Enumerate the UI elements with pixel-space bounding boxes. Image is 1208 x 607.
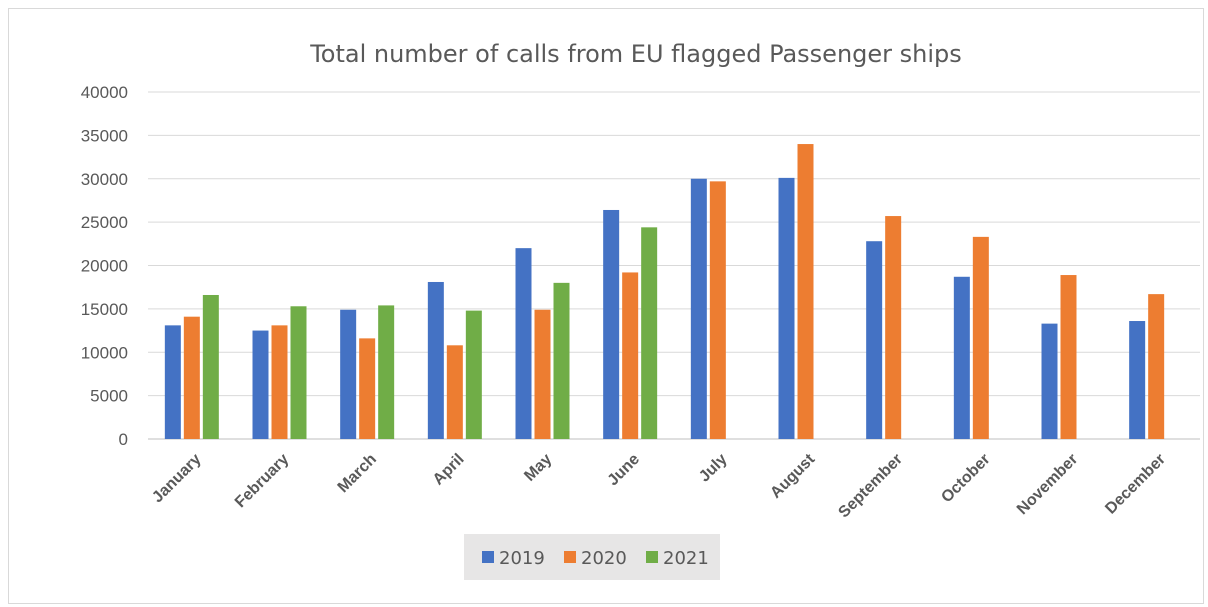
x-tick-label: April (430, 451, 468, 489)
gridlines (148, 91, 1200, 440)
bars (164, 144, 1165, 440)
legend-swatch-2020 (564, 551, 576, 563)
y-tick-label: 25000 (81, 213, 128, 232)
legend-label: 2021 (663, 548, 709, 569)
x-tick-label: December (1102, 451, 1169, 518)
legend-swatch-2019 (482, 551, 494, 563)
x-axis: January February March April May June July Augu… (149, 450, 1169, 521)
chart-title: Total number of calls from EU flagged Pa… (309, 40, 962, 68)
bar-2020-april (446, 345, 463, 439)
bar-2020-february (271, 325, 288, 439)
y-tick-label: 20000 (81, 257, 128, 276)
x-tick-label: September (835, 451, 906, 522)
bar-2019-june (603, 209, 620, 439)
bar-2019-november (1041, 323, 1058, 439)
bar-2021-march (378, 305, 395, 439)
y-tick-label: 40000 (81, 83, 128, 102)
x-tick-label: February (232, 451, 293, 512)
bar-2020-july (709, 181, 726, 440)
bar-2019-april (427, 281, 444, 439)
y-tick-label: 0 (119, 430, 128, 449)
x-tick-label: October (938, 451, 993, 506)
x-tick-label: January (149, 451, 204, 506)
bar-2020-march (359, 338, 376, 439)
y-axis: 0 5000 10000 15000 20000 25000 30000 35000 40000 (81, 83, 128, 449)
x-tick-label: May (521, 451, 555, 485)
bar-2019-march (340, 309, 357, 439)
bar-2021-may (553, 282, 570, 439)
y-tick-label: 35000 (81, 126, 128, 145)
x-tick-label: July (696, 451, 731, 486)
bar-2019-may (515, 248, 532, 439)
bar-2019-january (164, 325, 181, 439)
bar-2019-february (252, 330, 269, 439)
y-tick-label: 15000 (81, 300, 128, 319)
x-tick-label: November (1014, 451, 1081, 518)
bar-2019-december (1129, 321, 1146, 439)
x-tick-label: June (605, 451, 643, 489)
bar-2021-january (202, 294, 219, 439)
y-tick-label: 5000 (90, 387, 128, 406)
bar-2020-december (1148, 294, 1165, 439)
x-tick-label: March (335, 451, 380, 496)
legend-swatch-2021 (646, 551, 658, 563)
bar-2019-july (690, 178, 707, 439)
bar-2021-february (290, 306, 307, 439)
bar-2019-august (778, 177, 795, 439)
bar-2020-september (885, 216, 902, 439)
legend-label: 2020 (581, 548, 627, 569)
legend: 2019 2020 2021 (464, 534, 720, 580)
x-tick-label: August (767, 450, 818, 501)
bar-2020-august (797, 144, 814, 440)
bar-2020-may (534, 309, 551, 439)
bar-2020-october (972, 236, 989, 439)
bar-2020-november (1060, 275, 1077, 439)
y-tick-label: 30000 (81, 170, 128, 189)
bar-2021-june (641, 227, 658, 439)
bar-2020-january (183, 316, 200, 439)
bar-2020-june (622, 272, 639, 439)
legend-label: 2019 (499, 548, 545, 569)
bar-2021-april (465, 310, 482, 439)
legend-background (464, 534, 720, 580)
bar-2019-october (953, 276, 970, 439)
y-tick-label: 10000 (81, 343, 128, 362)
bar-2019-september (866, 241, 883, 439)
